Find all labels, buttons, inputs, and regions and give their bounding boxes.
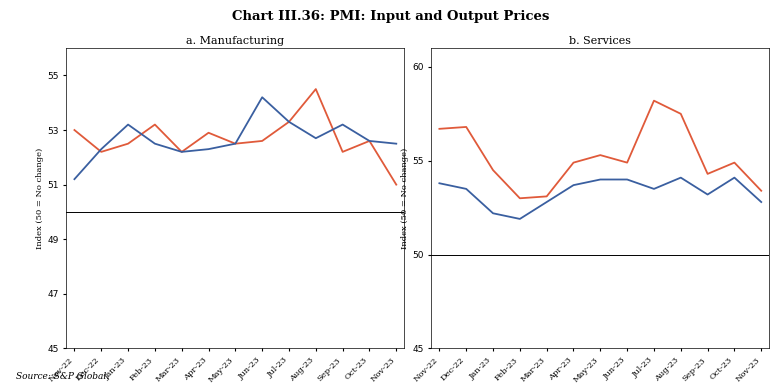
Y-axis label: Index (50 = No change): Index (50 = No change) [401,148,409,249]
Input Prices [97,149,106,154]
Output Prices [703,192,712,197]
Input Prices [70,128,79,132]
Input Prices [311,87,320,91]
Text: Chart III.36: PMI: Input and Output Prices: Chart III.36: PMI: Input and Output Pric… [232,10,549,23]
Input Prices [569,160,578,165]
Y-axis label: Index (50 = No change): Index (50 = No change) [37,148,45,249]
Output Prices [757,200,766,204]
Output Prices [622,177,632,182]
Output Prices [311,136,320,141]
Output Prices [338,122,348,127]
Input Prices [542,194,551,199]
Output Prices [649,187,658,191]
Output Prices [258,95,267,100]
Output Prices [150,141,159,146]
Output Prices [70,177,79,181]
Output Prices [569,183,578,187]
Input Prices [204,131,213,135]
Output Prices [488,211,497,216]
Input Prices [123,141,133,146]
Output Prices [435,181,444,186]
Title: b. Services: b. Services [569,36,631,46]
Line: Input Prices: Input Prices [440,100,761,198]
Output Prices [596,177,605,182]
Input Prices [365,139,374,143]
Line: Output Prices: Output Prices [440,177,761,219]
Output Prices [123,122,133,127]
Input Prices [596,153,605,157]
Title: a. Manufacturing: a. Manufacturing [187,36,284,46]
Input Prices [515,196,525,201]
Output Prices [97,147,106,151]
Output Prices [204,147,213,151]
Output Prices [462,187,471,191]
Input Prices [703,172,712,176]
Line: Output Prices: Output Prices [74,97,396,179]
Output Prices [676,175,686,180]
Input Prices [649,98,658,103]
Output Prices [542,200,551,204]
Input Prices [177,149,187,154]
Input Prices [729,160,739,165]
Input Prices [757,188,766,193]
Input Prices [622,160,632,165]
Output Prices [515,217,525,221]
Line: Input Prices: Input Prices [74,89,396,185]
Input Prices [462,125,471,129]
Input Prices [435,127,444,131]
Input Prices [488,168,497,172]
Input Prices [230,141,240,146]
Output Prices [729,175,739,180]
Input Prices [150,122,159,127]
Output Prices [230,141,240,146]
Input Prices [676,112,686,116]
Output Prices [391,141,401,146]
Input Prices [258,139,267,143]
Input Prices [391,182,401,187]
Output Prices [177,149,187,154]
Output Prices [365,139,374,143]
Text: Source: S&P Global.: Source: S&P Global. [16,372,109,381]
Output Prices [284,119,294,124]
Input Prices [338,149,348,154]
Input Prices [284,119,294,124]
